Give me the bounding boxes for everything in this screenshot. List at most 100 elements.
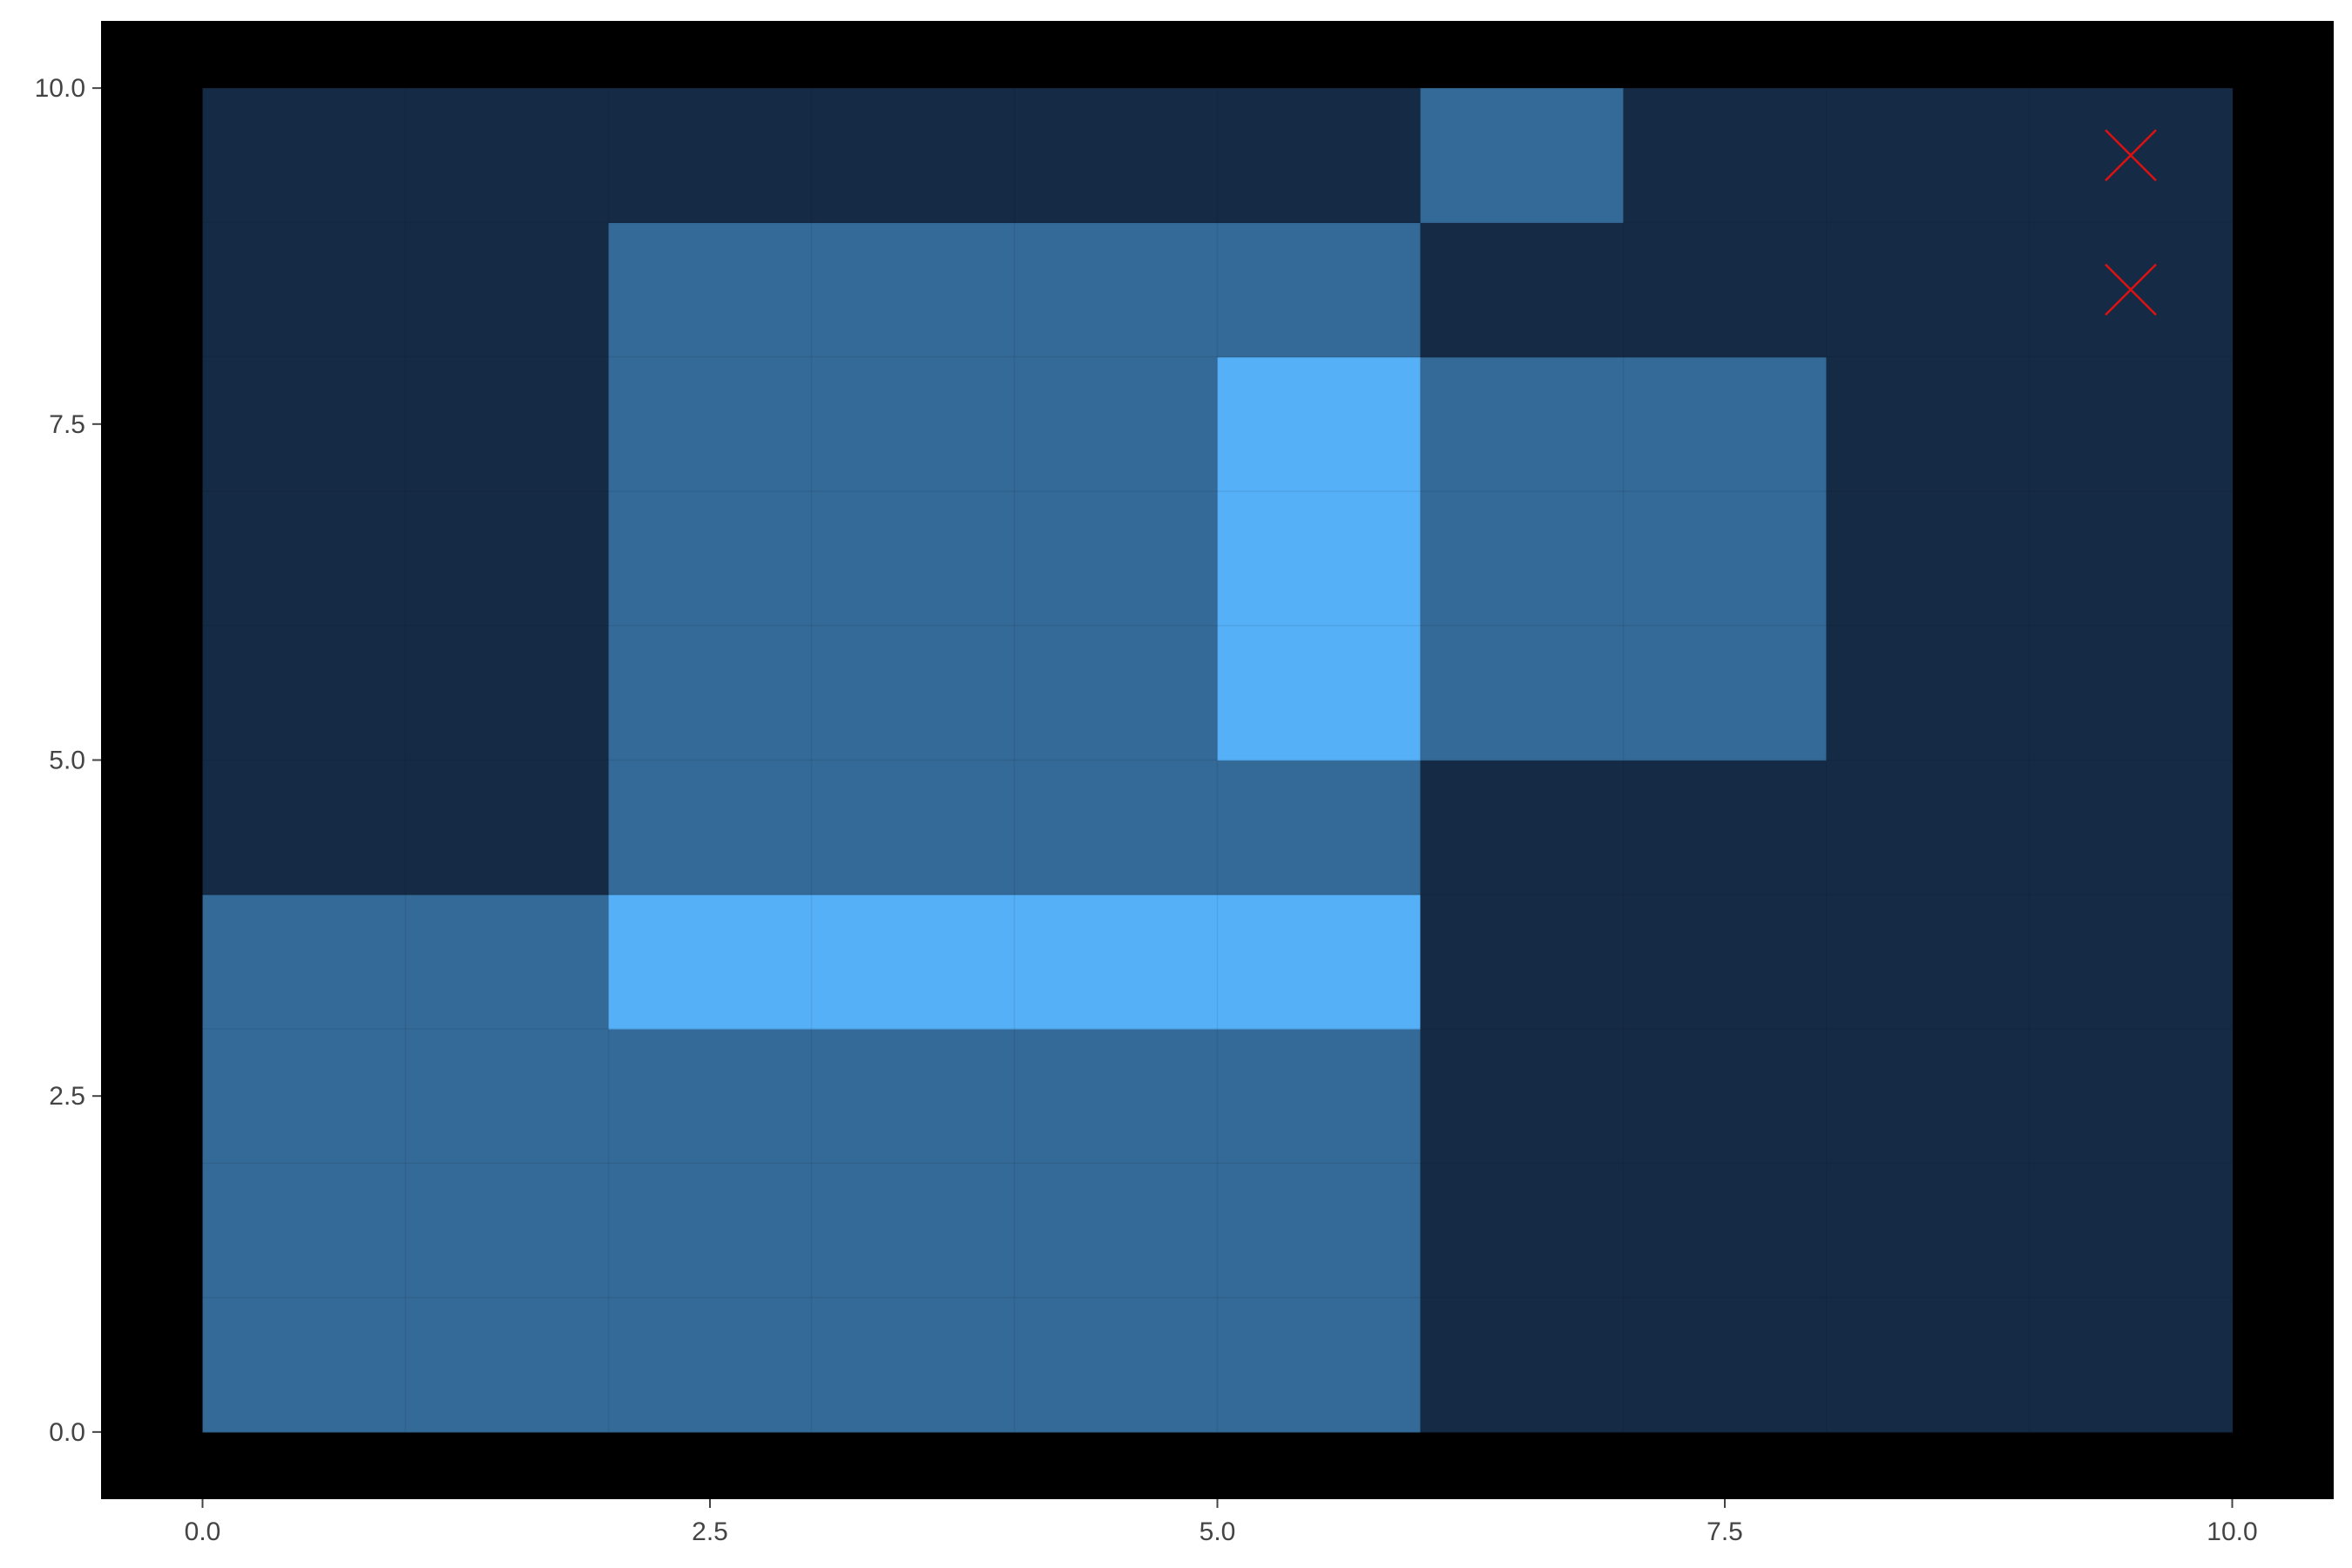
heatmap-cell — [1826, 760, 2031, 896]
heatmap-cell — [202, 88, 407, 224]
x-marker-stroke — [2105, 129, 2157, 182]
heatmap-cell — [811, 1029, 1016, 1164]
heatmap-cell — [1623, 1297, 1828, 1433]
heatmap-cell — [608, 356, 813, 492]
heatmap-cell — [1014, 1163, 1219, 1299]
heatmap-cell — [405, 625, 610, 761]
heatmap-cell — [202, 222, 407, 358]
heatmap-cell — [608, 490, 813, 626]
x-tick-label: 0.0 — [185, 1517, 221, 1546]
heatmap-cell — [811, 88, 1016, 224]
heatmap-cell — [1420, 88, 1625, 224]
heatmap-cell — [1826, 1029, 2031, 1164]
heatmap-cell — [1217, 222, 1422, 358]
x-tick-label: 10.0 — [2207, 1517, 2257, 1546]
heatmap-cell — [1217, 1297, 1422, 1433]
heatmap-cell — [202, 1297, 407, 1433]
heatmap-cell — [1420, 1029, 1625, 1164]
y-tick-label: 2.5 — [49, 1082, 85, 1111]
heatmap-cell — [405, 222, 610, 358]
heatmap-cell — [1217, 625, 1422, 761]
y-tick-label: 0.0 — [49, 1418, 85, 1447]
heatmap-cell — [1217, 88, 1422, 224]
heatmap-cell — [1217, 490, 1422, 626]
heatmap-cell — [1826, 1297, 2031, 1433]
heatmap-cell — [1826, 625, 2031, 761]
heatmap-cell — [1420, 490, 1625, 626]
heatmap-cell — [811, 1297, 1016, 1433]
x-tick-label: 5.0 — [1200, 1517, 1236, 1546]
heatmap-cell — [608, 222, 813, 358]
heatmap-cell — [1217, 894, 1422, 1030]
x-tick-label: 7.5 — [1707, 1517, 1743, 1546]
heatmap-cell — [2029, 356, 2234, 492]
heatmap-cell — [1014, 356, 1219, 492]
x-marker — [2105, 263, 2157, 316]
heatmap-cell — [1014, 88, 1219, 224]
heatmap-cell — [1420, 222, 1625, 358]
heatmap-cell — [202, 490, 407, 626]
heatmap-cell — [811, 760, 1016, 896]
heatmap-cell — [1826, 88, 2031, 224]
heatmap-cell — [405, 1297, 610, 1433]
heatmap-cell — [1826, 1163, 2031, 1299]
heatmap-cell — [608, 1029, 813, 1164]
heatmap-cell — [405, 1029, 610, 1164]
heatmap-cell — [2029, 894, 2234, 1030]
heatmap-cell — [2029, 490, 2234, 626]
heatmap-cell — [608, 894, 813, 1030]
heatmap-cell — [1826, 894, 2031, 1030]
heatmap-cell — [1826, 490, 2031, 626]
heatmap-cell — [608, 88, 813, 224]
heatmap-cell — [2029, 1029, 2234, 1164]
heatmap-cell — [2029, 1297, 2234, 1433]
x-marker-stroke — [2105, 263, 2157, 316]
heatmap-cell — [1623, 222, 1828, 358]
heatmap-cell — [1420, 760, 1625, 896]
heatmap-cell — [202, 1163, 407, 1299]
heatmap-cell — [811, 356, 1016, 492]
heatmap-cell — [1217, 760, 1422, 896]
heatmap-cell — [202, 760, 407, 896]
heatmap-cell — [1014, 1029, 1219, 1164]
heatmap-cell — [608, 1297, 813, 1433]
heatmap-cell — [1014, 222, 1219, 358]
heatmap-cell — [2029, 625, 2234, 761]
heatmap-cell — [405, 356, 610, 492]
heatmap-cell — [811, 1163, 1016, 1299]
heatmap-cell — [202, 356, 407, 492]
heatmap-cell — [1420, 1297, 1625, 1433]
heatmap-cell — [202, 1029, 407, 1164]
heatmap-cell — [2029, 1163, 2234, 1299]
heatmap-cell — [1420, 356, 1625, 492]
grid-lines — [201, 87, 2234, 1433]
x-marker — [2105, 129, 2157, 182]
x-axis: 0.0 2.5 5.0 7.5 10.0 — [185, 1499, 2258, 1546]
y-tick-label: 10.0 — [35, 74, 85, 103]
heatmap-cell — [811, 222, 1016, 358]
heatmap-cell — [202, 894, 407, 1030]
heatmap-cell — [1623, 356, 1828, 492]
heatmap-cells — [202, 88, 2234, 1433]
heatmap-cell — [608, 760, 813, 896]
y-tick-label: 7.5 — [49, 410, 85, 439]
heatmap-cell — [1014, 760, 1219, 896]
heatmap-cell — [608, 625, 813, 761]
heatmap-cell — [405, 88, 610, 224]
heatmap-cell — [405, 490, 610, 626]
heatmap-cell — [1014, 1297, 1219, 1433]
heatmap-cell — [1826, 356, 2031, 492]
heatmap-cell — [1420, 894, 1625, 1030]
heatmap-cell — [1623, 490, 1828, 626]
heatmap-cell — [405, 760, 610, 896]
heatmap-cell — [1623, 88, 1828, 224]
heatmap-cell — [1420, 1163, 1625, 1299]
heatmap-cell — [2029, 760, 2234, 896]
markers — [2105, 129, 2157, 316]
heatmap-cell — [1014, 625, 1219, 761]
heatmap-cell — [1623, 894, 1828, 1030]
heatmap-cell — [811, 894, 1016, 1030]
y-tick-label: 5.0 — [49, 747, 85, 775]
heatmap-cell — [1217, 1029, 1422, 1164]
